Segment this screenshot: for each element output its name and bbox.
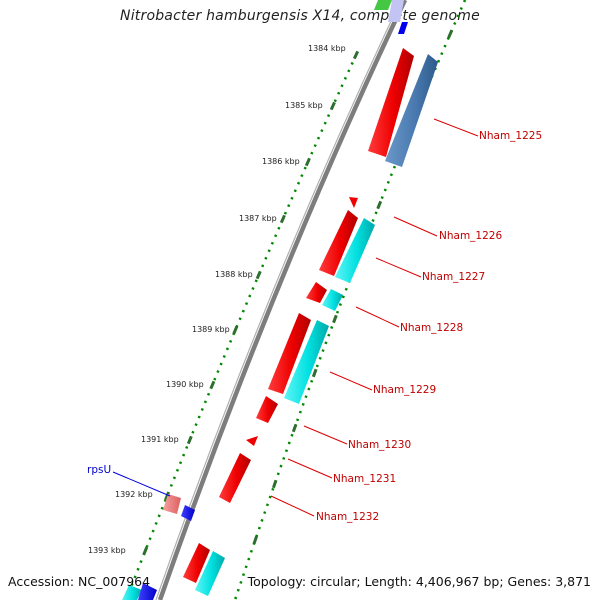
cds-top-blue bbox=[398, 22, 408, 34]
kbp-label: 1393 kbp bbox=[88, 546, 126, 555]
major-tick bbox=[332, 314, 338, 324]
kbp-label: 1392 kbp bbox=[115, 490, 153, 499]
major-tick bbox=[291, 423, 298, 433]
major-tick bbox=[209, 380, 216, 390]
gene-nham-1231-red bbox=[219, 453, 251, 503]
gene-label: Nham_1225 bbox=[479, 130, 542, 142]
gene-nham-1232-cyan bbox=[195, 551, 225, 596]
label-leaders bbox=[112, 118, 479, 517]
gene-nham-1230-red bbox=[256, 396, 278, 423]
kbp-label: 1388 kbp bbox=[215, 270, 253, 279]
gene-nham-1226-red bbox=[319, 210, 358, 276]
kbp-label: 1387 kbp bbox=[239, 214, 277, 223]
major-tick bbox=[271, 479, 278, 489]
major-tick bbox=[255, 270, 262, 280]
kbp-label: 1385 kbp bbox=[285, 101, 323, 110]
kbp-label: 1389 kbp bbox=[192, 325, 230, 334]
gene-nham-1228-cyan bbox=[322, 289, 343, 311]
cds-bottom-cyan bbox=[122, 585, 142, 600]
gene-label: Nham_1229 bbox=[373, 384, 436, 396]
gene-labels: Nham_1225 Nham_1226 Nham_1227 Nham_1228 … bbox=[87, 130, 542, 523]
gene-nham-1229-cyan bbox=[284, 320, 329, 404]
gene-label: Nham_1231 bbox=[333, 473, 396, 485]
gene-rna-pink bbox=[163, 494, 181, 514]
major-tick bbox=[447, 29, 454, 39]
cds-top-green bbox=[374, 0, 392, 10]
major-tick bbox=[279, 214, 286, 224]
major-tick bbox=[304, 157, 311, 167]
cds-bottom-blue bbox=[138, 583, 157, 600]
major-tick bbox=[252, 535, 259, 545]
kbp-label: 1386 kbp bbox=[262, 157, 300, 166]
gene-nham-1230-arrow bbox=[246, 436, 258, 446]
gene-label: Nham_1227 bbox=[422, 271, 485, 283]
gene-label: Nham_1230 bbox=[348, 439, 411, 451]
gene-arrowhead bbox=[349, 197, 358, 208]
major-tick bbox=[311, 368, 318, 378]
gene-label: Nham_1226 bbox=[439, 230, 502, 242]
rpsu-label: rpsU bbox=[87, 464, 111, 476]
major-tick bbox=[329, 101, 336, 111]
gene-nham-1232-red bbox=[183, 543, 210, 583]
gene-features bbox=[122, 0, 438, 600]
gene-nham-1225-steel bbox=[385, 54, 438, 167]
gene-label: Nham_1228 bbox=[400, 322, 463, 334]
kbp-label: 1384 kbp bbox=[308, 44, 346, 53]
kbp-label: 1390 kbp bbox=[166, 380, 204, 389]
gene-label: Nham_1232 bbox=[316, 511, 379, 523]
accession-text: Accession: NC_007964 bbox=[8, 574, 151, 589]
cds-top-lightblue bbox=[388, 0, 404, 22]
kbp-label: 1391 kbp bbox=[141, 435, 179, 444]
major-tick bbox=[352, 50, 360, 60]
gene-nham-1225-red bbox=[368, 48, 414, 157]
inner-tick-dots bbox=[233, 0, 467, 600]
gene-nham-1227-cyan bbox=[335, 218, 375, 283]
topology-summary: Topology: circular; Length: 4,406,967 bp… bbox=[247, 574, 591, 589]
kbp-labels: 1384 kbp 1385 kbp 1386 kbp 1387 kbp 1388… bbox=[88, 44, 346, 555]
major-tick bbox=[186, 435, 193, 445]
gene-nham-1228-red bbox=[306, 282, 327, 303]
major-tick bbox=[376, 200, 383, 210]
major-tick bbox=[232, 325, 239, 335]
major-tick bbox=[164, 491, 170, 501]
gene-nham-1229-red bbox=[268, 313, 311, 394]
major-ticks bbox=[142, 50, 360, 556]
major-tick bbox=[142, 546, 149, 556]
gene-rpsu-blue bbox=[181, 505, 195, 521]
